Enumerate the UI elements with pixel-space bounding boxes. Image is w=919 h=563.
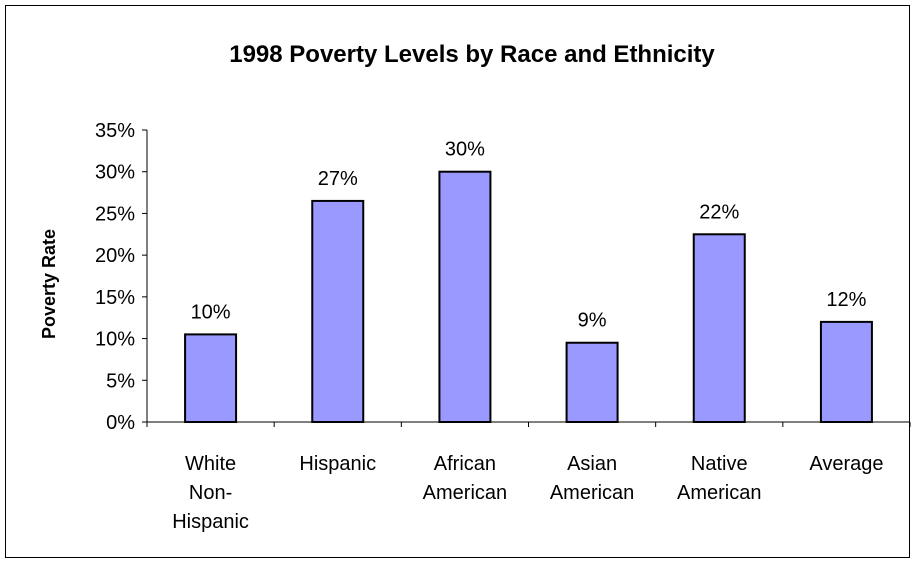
y-tick-label: 25% xyxy=(95,203,135,225)
category-label-line: American xyxy=(550,482,634,504)
category-label-line: Non- xyxy=(189,482,232,504)
category-label-line: American xyxy=(677,482,761,504)
bar xyxy=(438,170,492,423)
y-axis-label: Poverty Rate xyxy=(39,229,59,339)
y-tick-label: 0% xyxy=(106,412,135,434)
data-label: 30% xyxy=(445,139,485,161)
category-label: Asian American xyxy=(550,453,634,504)
data-label: 22% xyxy=(699,201,739,223)
bar xyxy=(184,333,238,423)
y-tick-label: 30% xyxy=(95,162,135,184)
y-tick-label: 20% xyxy=(95,245,135,267)
y-axis-ticks: 0% 5% 10% 15% 20% 25% 30% 35% xyxy=(95,120,147,434)
category-label: Average xyxy=(809,453,883,475)
category-label-line: African xyxy=(434,453,496,475)
category-label-line: Asian xyxy=(567,453,617,475)
data-label: 9% xyxy=(578,310,607,332)
bar xyxy=(565,341,619,423)
chart-title: 1998 Poverty Levels by Race and Ethnicit… xyxy=(229,41,715,68)
category-label-line: Hispanic xyxy=(299,453,376,475)
category-label: White Non- Hispanic xyxy=(172,453,249,533)
category-label: African American xyxy=(423,453,507,504)
data-label: 12% xyxy=(826,289,866,311)
bar xyxy=(819,320,873,423)
category-label: Hispanic xyxy=(299,453,376,475)
bar xyxy=(311,199,365,423)
y-tick-label: 35% xyxy=(95,120,135,142)
category-label-line: Average xyxy=(809,453,883,475)
y-tick-label: 5% xyxy=(106,370,135,392)
data-label: 27% xyxy=(318,168,358,190)
category-label: Native American xyxy=(677,453,761,504)
data-labels: 10% 27% 30% 9% 22% 12% xyxy=(191,139,867,332)
category-label-line: Native xyxy=(691,453,748,475)
axes xyxy=(146,130,911,427)
data-label: 10% xyxy=(191,301,231,323)
bar xyxy=(692,233,746,423)
category-label-line: White xyxy=(185,453,236,475)
bars xyxy=(184,170,873,423)
category-label-line: Hispanic xyxy=(172,511,249,533)
category-label-line: American xyxy=(423,482,507,504)
y-tick-label: 10% xyxy=(95,329,135,351)
y-tick-label: 15% xyxy=(95,287,135,309)
category-labels: White Non- Hispanic Hispanic African American… xyxy=(172,453,883,533)
